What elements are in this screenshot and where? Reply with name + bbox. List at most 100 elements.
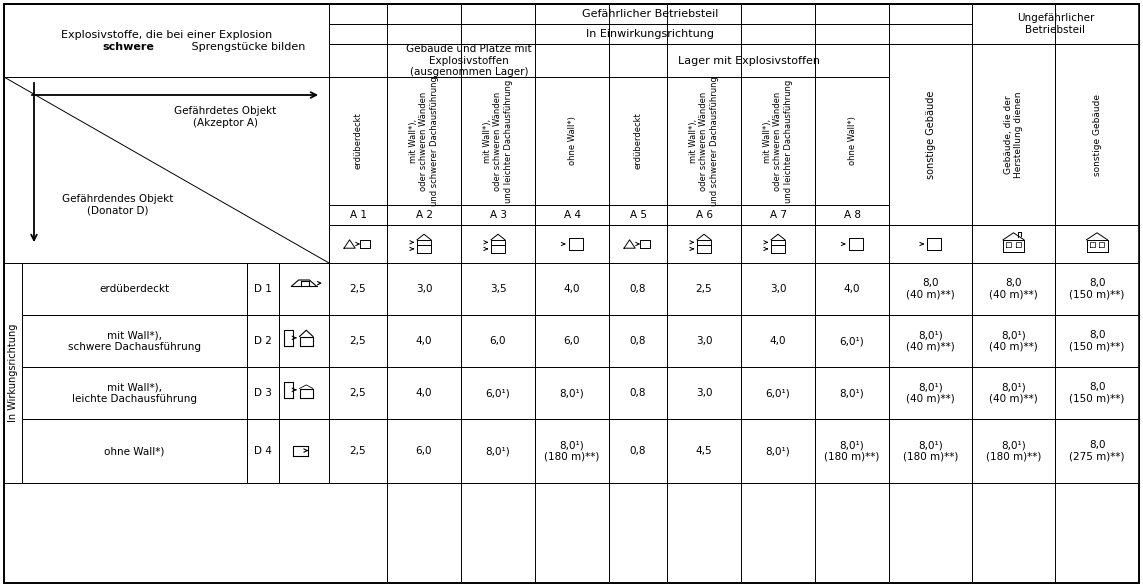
Text: erdüberdeckt: erdüberdeckt bbox=[99, 284, 169, 294]
Bar bbox=[668, 205, 741, 225]
Bar bbox=[815, 77, 889, 205]
Bar bbox=[668, 225, 741, 263]
Bar bbox=[22, 367, 247, 419]
Bar bbox=[461, 367, 535, 419]
Text: 2,5: 2,5 bbox=[350, 284, 366, 294]
Bar bbox=[329, 77, 387, 205]
Text: D 3: D 3 bbox=[254, 388, 272, 398]
Text: 8,0¹): 8,0¹) bbox=[840, 388, 864, 398]
Text: Gefährlicher Betriebsteil: Gefährlicher Betriebsteil bbox=[582, 9, 719, 19]
Bar bbox=[609, 225, 668, 263]
Text: mit Wall*),
oder schweren Wänden
und schwerer Dachausführung: mit Wall*), oder schweren Wänden und sch… bbox=[689, 76, 719, 206]
Text: A 8: A 8 bbox=[844, 210, 861, 220]
Bar bbox=[609, 315, 668, 367]
Text: 8,0
(275 m)**): 8,0 (275 m)**) bbox=[1069, 440, 1125, 462]
Bar bbox=[609, 44, 889, 77]
Bar bbox=[1055, 367, 1140, 419]
Bar bbox=[741, 419, 815, 483]
Text: D 2: D 2 bbox=[254, 336, 272, 346]
Bar bbox=[668, 77, 741, 205]
Text: Lager mit Explosivstoffen: Lager mit Explosivstoffen bbox=[678, 56, 820, 66]
Bar bbox=[329, 225, 387, 263]
Bar bbox=[609, 77, 668, 205]
Text: 3,5: 3,5 bbox=[489, 284, 506, 294]
Bar bbox=[387, 77, 461, 205]
Bar bbox=[247, 419, 279, 483]
Bar bbox=[668, 315, 741, 367]
Text: A 4: A 4 bbox=[563, 210, 581, 220]
Bar bbox=[609, 205, 668, 225]
Bar bbox=[972, 315, 1055, 367]
Bar bbox=[535, 367, 609, 419]
Bar bbox=[329, 4, 972, 24]
Bar bbox=[3, 263, 22, 483]
Text: 6,0¹): 6,0¹) bbox=[840, 336, 864, 346]
Bar bbox=[329, 315, 387, 367]
Text: 8,0
(150 m)**): 8,0 (150 m)**) bbox=[1070, 330, 1125, 352]
Text: 4,0: 4,0 bbox=[769, 336, 786, 346]
Text: D 4: D 4 bbox=[254, 446, 272, 456]
Bar bbox=[1055, 225, 1140, 263]
Text: 8,0¹)
(180 m)**): 8,0¹) (180 m)**) bbox=[544, 440, 600, 462]
Bar bbox=[815, 315, 889, 367]
Bar bbox=[609, 263, 668, 315]
Bar bbox=[972, 419, 1055, 483]
Bar bbox=[815, 263, 889, 315]
Bar bbox=[889, 315, 972, 367]
Bar bbox=[668, 263, 741, 315]
Bar bbox=[741, 367, 815, 419]
Text: 4,0: 4,0 bbox=[416, 388, 432, 398]
Bar bbox=[247, 315, 279, 367]
Bar bbox=[535, 315, 609, 367]
Bar bbox=[741, 263, 815, 315]
Bar bbox=[889, 225, 972, 263]
Text: 8,0¹)
(180 m)**): 8,0¹) (180 m)**) bbox=[903, 440, 958, 462]
Text: 6,0: 6,0 bbox=[563, 336, 581, 346]
Text: erdüberdeckt: erdüberdeckt bbox=[353, 113, 362, 170]
Text: 8,0¹): 8,0¹) bbox=[766, 446, 790, 456]
Text: Gefährdendes Objekt
(Donator D): Gefährdendes Objekt (Donator D) bbox=[62, 194, 174, 216]
Bar bbox=[741, 315, 815, 367]
Text: In Einwirkungsrichtung: In Einwirkungsrichtung bbox=[586, 29, 714, 39]
Text: 8,0
(40 m)**): 8,0 (40 m)**) bbox=[906, 278, 954, 300]
Bar bbox=[387, 419, 461, 483]
Text: 4,0: 4,0 bbox=[563, 284, 581, 294]
Text: ohne Wall*): ohne Wall*) bbox=[847, 117, 856, 166]
Text: 8,0¹)
(180 m)**): 8,0¹) (180 m)**) bbox=[985, 440, 1041, 462]
Bar bbox=[972, 225, 1055, 263]
Text: 8,0¹): 8,0¹) bbox=[560, 388, 584, 398]
Text: 8,0¹)
(40 m)**): 8,0¹) (40 m)**) bbox=[989, 330, 1038, 352]
Bar bbox=[972, 4, 1140, 44]
Bar bbox=[387, 315, 461, 367]
Text: 3,0: 3,0 bbox=[696, 336, 712, 346]
Text: Gebäude und Plätze mit
Explosivstoffen
(ausgenommen Lager): Gebäude und Plätze mit Explosivstoffen (… bbox=[406, 44, 531, 77]
Bar bbox=[815, 205, 889, 225]
Text: 6,0: 6,0 bbox=[416, 446, 432, 456]
Text: 8,0¹)
(40 m)**): 8,0¹) (40 m)**) bbox=[906, 330, 954, 352]
Bar bbox=[329, 24, 972, 44]
Text: A 2: A 2 bbox=[416, 210, 432, 220]
Bar bbox=[1055, 315, 1140, 367]
Text: 8,0
(150 m)**): 8,0 (150 m)**) bbox=[1070, 382, 1125, 404]
Bar bbox=[741, 205, 815, 225]
Text: mit Wall*),
oder schweren Wänden
und leichter Dachausführung: mit Wall*), oder schweren Wänden und lei… bbox=[483, 79, 513, 203]
Text: 8,0¹)
(40 m)**): 8,0¹) (40 m)**) bbox=[989, 382, 1038, 404]
Bar bbox=[329, 367, 387, 419]
Bar bbox=[609, 419, 668, 483]
Bar bbox=[329, 419, 387, 483]
Bar bbox=[387, 205, 461, 225]
Bar bbox=[815, 419, 889, 483]
Bar bbox=[22, 419, 247, 483]
Bar bbox=[668, 367, 741, 419]
Text: Gefährdetes Objekt
(Akzeptor A): Gefährdetes Objekt (Akzeptor A) bbox=[174, 106, 277, 128]
Bar bbox=[972, 367, 1055, 419]
Text: A 6: A 6 bbox=[695, 210, 712, 220]
Text: 0,8: 0,8 bbox=[630, 446, 646, 456]
Text: Gebäude, die der
Herstellung dienen: Gebäude, die der Herstellung dienen bbox=[1004, 91, 1023, 178]
Bar bbox=[461, 315, 535, 367]
Bar bbox=[279, 419, 329, 483]
Text: mit Wall*),
oder schweren Wänden
und schwerer Dachausführung: mit Wall*), oder schweren Wänden und sch… bbox=[409, 76, 439, 206]
Bar bbox=[972, 44, 1055, 225]
Bar bbox=[279, 315, 329, 367]
Text: ohne Wall*): ohne Wall*) bbox=[104, 446, 165, 456]
